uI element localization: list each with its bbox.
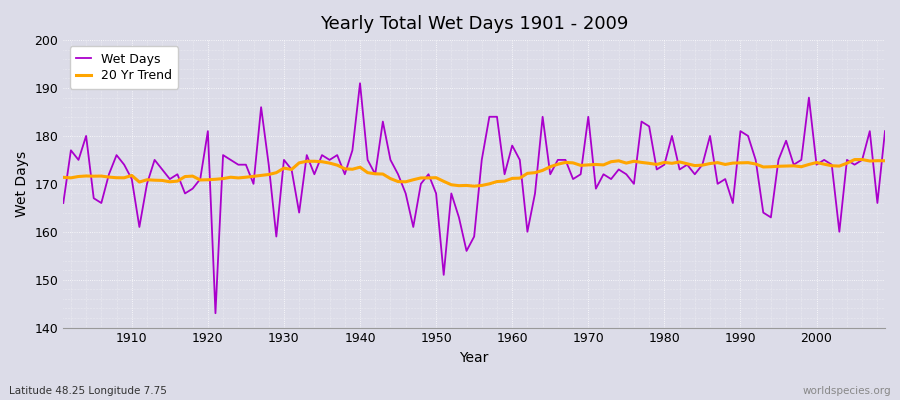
Wet Days xyxy=(119,162,130,167)
Wet Days xyxy=(515,158,526,162)
Wet Days xyxy=(58,201,68,206)
20 Yr Trend xyxy=(606,159,616,164)
Text: Latitude 48.25 Longitude 7.75: Latitude 48.25 Longitude 7.75 xyxy=(9,386,166,396)
20 Yr Trend xyxy=(286,167,297,172)
Line: Wet Days: Wet Days xyxy=(63,83,885,313)
Y-axis label: Wet Days: Wet Days xyxy=(15,151,29,217)
20 Yr Trend xyxy=(119,175,130,180)
X-axis label: Year: Year xyxy=(460,351,489,365)
Wet Days xyxy=(522,229,533,234)
Wet Days xyxy=(355,81,365,86)
Wet Days xyxy=(879,129,890,134)
Wet Days xyxy=(210,311,220,316)
20 Yr Trend xyxy=(469,184,480,188)
Wet Days xyxy=(293,210,304,215)
20 Yr Trend xyxy=(332,163,343,168)
20 Yr Trend xyxy=(515,176,526,180)
Title: Yearly Total Wet Days 1901 - 2009: Yearly Total Wet Days 1901 - 2009 xyxy=(320,15,628,33)
20 Yr Trend xyxy=(507,176,517,181)
20 Yr Trend xyxy=(879,158,890,163)
Wet Days xyxy=(613,167,624,172)
Line: 20 Yr Trend: 20 Yr Trend xyxy=(63,160,885,186)
Legend: Wet Days, 20 Yr Trend: Wet Days, 20 Yr Trend xyxy=(69,46,178,89)
20 Yr Trend xyxy=(58,175,68,180)
Wet Days xyxy=(339,172,350,177)
20 Yr Trend xyxy=(857,157,868,162)
Text: worldspecies.org: worldspecies.org xyxy=(803,386,891,396)
